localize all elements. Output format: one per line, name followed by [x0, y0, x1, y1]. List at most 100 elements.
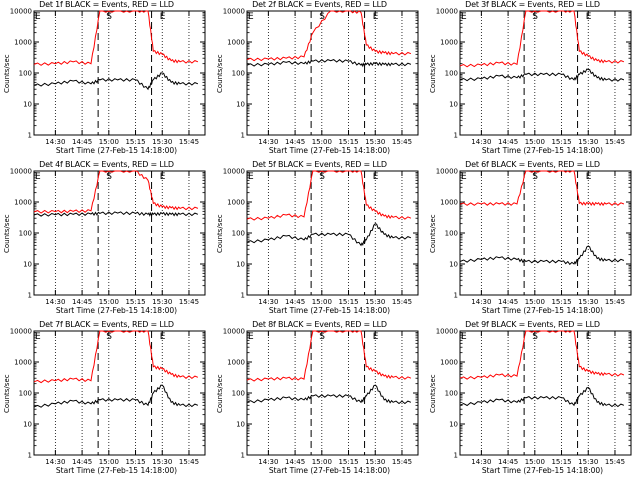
chart-title: Det 5f BLACK = Events, RED = LLD [252, 160, 387, 169]
y-tick-label: 100 [445, 390, 458, 398]
x-tick-label: 14:30 [471, 298, 491, 306]
y-tick-label: 10 [449, 101, 458, 109]
x-axis-label: Start Time (27-Feb-15 14:18:00) [481, 146, 604, 155]
y-tick-label: 1 [454, 452, 458, 460]
chart-plot: 1 10 100 1000 10000 14:30 14:45 15:00 15:15 15:30… [10, 328, 206, 466]
y-axis-label: Counts/sec [429, 374, 437, 413]
x-tick-label: 15:30 [365, 458, 385, 466]
series-line-lld [459, 330, 625, 380]
detector-panel-8: Det 8f BLACK = Events, RED = LLD 1 10 100 10… [213, 320, 426, 480]
x-axis-label: Start Time (27-Feb-15 14:18:00) [55, 306, 178, 315]
state-marker: S [106, 172, 112, 182]
y-tick-label: 1 [454, 292, 458, 300]
x-tick-label: 14:30 [471, 458, 491, 466]
y-axis-label: Counts/sec [3, 214, 11, 253]
state-marker: E [586, 12, 592, 22]
chart-plot: 1 10 100 1000 10000 14:30 14:45 15:00 15:15 15:30… [223, 328, 419, 466]
x-tick-label: 15:15 [338, 138, 358, 146]
y-tick-label: 1 [241, 132, 245, 140]
chart-plot: 1 10 100 1000 10000 14:30 14:45 15:00 15:15 15:30… [223, 8, 419, 146]
x-tick-label: 15:45 [392, 138, 412, 146]
x-tick-label: 14:30 [258, 298, 278, 306]
chart-title: Det 2f BLACK = Events, RED = LLD [252, 0, 387, 9]
state-marker: E [373, 332, 379, 342]
x-tick-label: 15:00 [312, 458, 332, 466]
series-line-events [459, 386, 625, 408]
state-marker: E [586, 332, 592, 342]
x-tick-label: 15:30 [152, 298, 172, 306]
y-tick-label: 10000 [10, 328, 32, 336]
y-tick-label: 10000 [436, 8, 458, 16]
state-marker: E [160, 172, 166, 182]
y-tick-label: 1000 [227, 39, 245, 47]
y-tick-label: 1 [241, 292, 245, 300]
y-tick-label: 10000 [10, 8, 32, 16]
y-tick-label: 1000 [227, 199, 245, 207]
state-marker: E [35, 12, 41, 22]
series-line-lld [246, 10, 412, 62]
y-tick-label: 10000 [223, 8, 245, 16]
series-line-events [33, 384, 199, 408]
plot-frame [246, 170, 419, 296]
x-tick-label: 15:00 [99, 458, 119, 466]
y-tick-label: 10 [449, 261, 458, 269]
y-tick-label: 1 [28, 452, 32, 460]
y-tick-label: 10000 [436, 168, 458, 176]
state-marker: E [461, 12, 467, 22]
x-tick-label: 15:45 [605, 138, 625, 146]
detector-panel-1: Det 1f BLACK = Events, RED = LLD 1 10 100 10… [0, 0, 213, 160]
plot-frame [459, 10, 632, 136]
chart-title: Det 8f BLACK = Events, RED = LLD [252, 320, 387, 329]
y-tick-label: 100 [19, 70, 32, 78]
y-tick-label: 1000 [227, 359, 245, 367]
y-tick-label: 10 [236, 421, 245, 429]
state-marker: E [248, 172, 254, 182]
chart-plot: 1 10 100 1000 10000 14:30 14:45 15:00 15:15 15:30… [10, 8, 206, 146]
state-marker: E [373, 172, 379, 182]
state-marker: E [373, 12, 379, 22]
series-line-events [246, 384, 412, 405]
x-tick-label: 15:15 [338, 298, 358, 306]
x-tick-label: 15:45 [179, 298, 199, 306]
chart-title: Det 6f BLACK = Events, RED = LLD [465, 160, 600, 169]
detector-panel-5: Det 5f BLACK = Events, RED = LLD 1 10 100 10… [213, 160, 426, 320]
detector-panel-3: Det 3f BLACK = Events, RED = LLD 1 10 100 10… [426, 0, 639, 160]
y-axis-label: Counts/sec [3, 54, 11, 93]
y-tick-label: 1000 [14, 359, 32, 367]
y-tick-label: 100 [445, 230, 458, 238]
x-tick-label: 15:30 [365, 138, 385, 146]
state-marker: S [319, 332, 325, 342]
chart-plot: 1 10 100 1000 10000 14:30 14:45 15:00 15:15 15:30… [223, 168, 419, 306]
chart-plot: 1 10 100 1000 10000 14:30 14:45 15:00 15:15 15:30… [436, 328, 632, 466]
x-axis-label: Start Time (27-Feb-15 14:18:00) [55, 146, 178, 155]
x-tick-label: 14:45 [72, 458, 92, 466]
y-axis-label: Counts/sec [429, 54, 437, 93]
x-tick-label: 15:45 [392, 458, 412, 466]
x-axis-label: Start Time (27-Feb-15 14:18:00) [268, 466, 391, 475]
series-line-lld [33, 10, 199, 66]
y-tick-label: 1000 [440, 199, 458, 207]
x-tick-label: 14:30 [258, 458, 278, 466]
x-tick-label: 15:15 [125, 138, 145, 146]
x-tick-label: 15:30 [578, 138, 598, 146]
x-tick-label: 15:45 [605, 298, 625, 306]
x-tick-label: 15:00 [99, 138, 119, 146]
x-tick-label: 15:15 [551, 138, 571, 146]
y-tick-label: 100 [445, 70, 458, 78]
series-line-events [33, 211, 199, 217]
x-axis-label: Start Time (27-Feb-15 14:18:00) [481, 466, 604, 475]
x-tick-label: 15:00 [99, 298, 119, 306]
x-tick-label: 15:15 [551, 458, 571, 466]
state-marker: E [586, 172, 592, 182]
chart-title: Det 1f BLACK = Events, RED = LLD [39, 0, 174, 9]
x-tick-label: 14:45 [285, 298, 305, 306]
chart-title: Det 4f BLACK = Events, RED = LLD [39, 160, 174, 169]
state-marker: S [106, 332, 112, 342]
y-tick-label: 1000 [440, 39, 458, 47]
series-line-events [459, 68, 625, 82]
y-tick-label: 1000 [14, 199, 32, 207]
x-axis-label: Start Time (27-Feb-15 14:18:00) [55, 466, 178, 475]
series-line-lld [459, 10, 625, 68]
plot-frame [33, 170, 206, 296]
x-tick-label: 15:30 [578, 298, 598, 306]
